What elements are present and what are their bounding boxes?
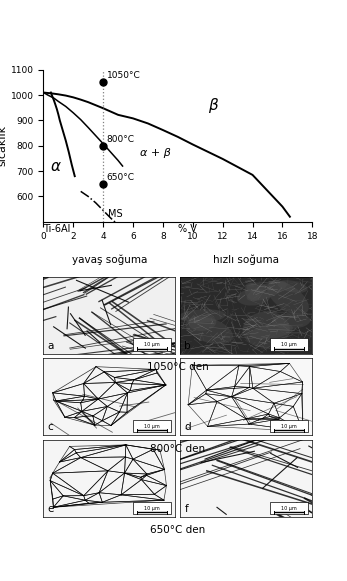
Ellipse shape bbox=[237, 289, 270, 306]
Text: α + β: α + β bbox=[141, 148, 171, 158]
Ellipse shape bbox=[245, 282, 261, 301]
Text: 800°C den: 800°C den bbox=[150, 444, 205, 454]
Bar bbox=[133, 420, 171, 432]
Y-axis label: sıcaklık: sıcaklık bbox=[0, 125, 8, 166]
Text: yavaş soğuma: yavaş soğuma bbox=[71, 255, 147, 266]
Text: c: c bbox=[47, 422, 53, 432]
Text: β: β bbox=[208, 98, 218, 113]
Ellipse shape bbox=[179, 309, 226, 322]
Text: d: d bbox=[184, 422, 191, 432]
Text: b: b bbox=[184, 340, 191, 351]
Ellipse shape bbox=[189, 315, 216, 331]
Text: 800°C: 800°C bbox=[107, 135, 135, 144]
Bar bbox=[270, 501, 308, 514]
Text: 650°C: 650°C bbox=[107, 173, 135, 182]
Text: % V: % V bbox=[178, 224, 197, 234]
Ellipse shape bbox=[278, 280, 307, 293]
Text: α: α bbox=[51, 159, 61, 174]
Bar bbox=[270, 338, 308, 351]
Bar bbox=[133, 338, 171, 351]
Ellipse shape bbox=[243, 311, 290, 347]
Text: 10 μm: 10 μm bbox=[281, 505, 297, 511]
Text: Ti-6Al: Ti-6Al bbox=[43, 224, 71, 234]
Ellipse shape bbox=[246, 282, 267, 293]
Text: 10 μm: 10 μm bbox=[144, 342, 160, 347]
Text: 10 μm: 10 μm bbox=[144, 424, 160, 429]
Text: a: a bbox=[47, 340, 54, 351]
Bar bbox=[270, 420, 308, 432]
Text: f: f bbox=[184, 504, 188, 514]
Text: hızlı soğuma: hızlı soğuma bbox=[213, 255, 279, 266]
Text: 10 μm: 10 μm bbox=[281, 342, 297, 347]
Text: 1050°C den: 1050°C den bbox=[147, 362, 209, 372]
Ellipse shape bbox=[272, 313, 310, 329]
Text: e: e bbox=[47, 504, 54, 514]
Ellipse shape bbox=[186, 317, 233, 344]
Text: MS: MS bbox=[108, 209, 122, 219]
Text: 650°C den: 650°C den bbox=[150, 525, 205, 535]
Text: 10 μm: 10 μm bbox=[281, 424, 297, 429]
Ellipse shape bbox=[249, 323, 293, 340]
Bar bbox=[133, 501, 171, 514]
Ellipse shape bbox=[267, 281, 309, 314]
Text: 10 μm: 10 μm bbox=[144, 505, 160, 511]
Ellipse shape bbox=[247, 281, 287, 301]
Text: 1050°C: 1050°C bbox=[107, 71, 141, 80]
